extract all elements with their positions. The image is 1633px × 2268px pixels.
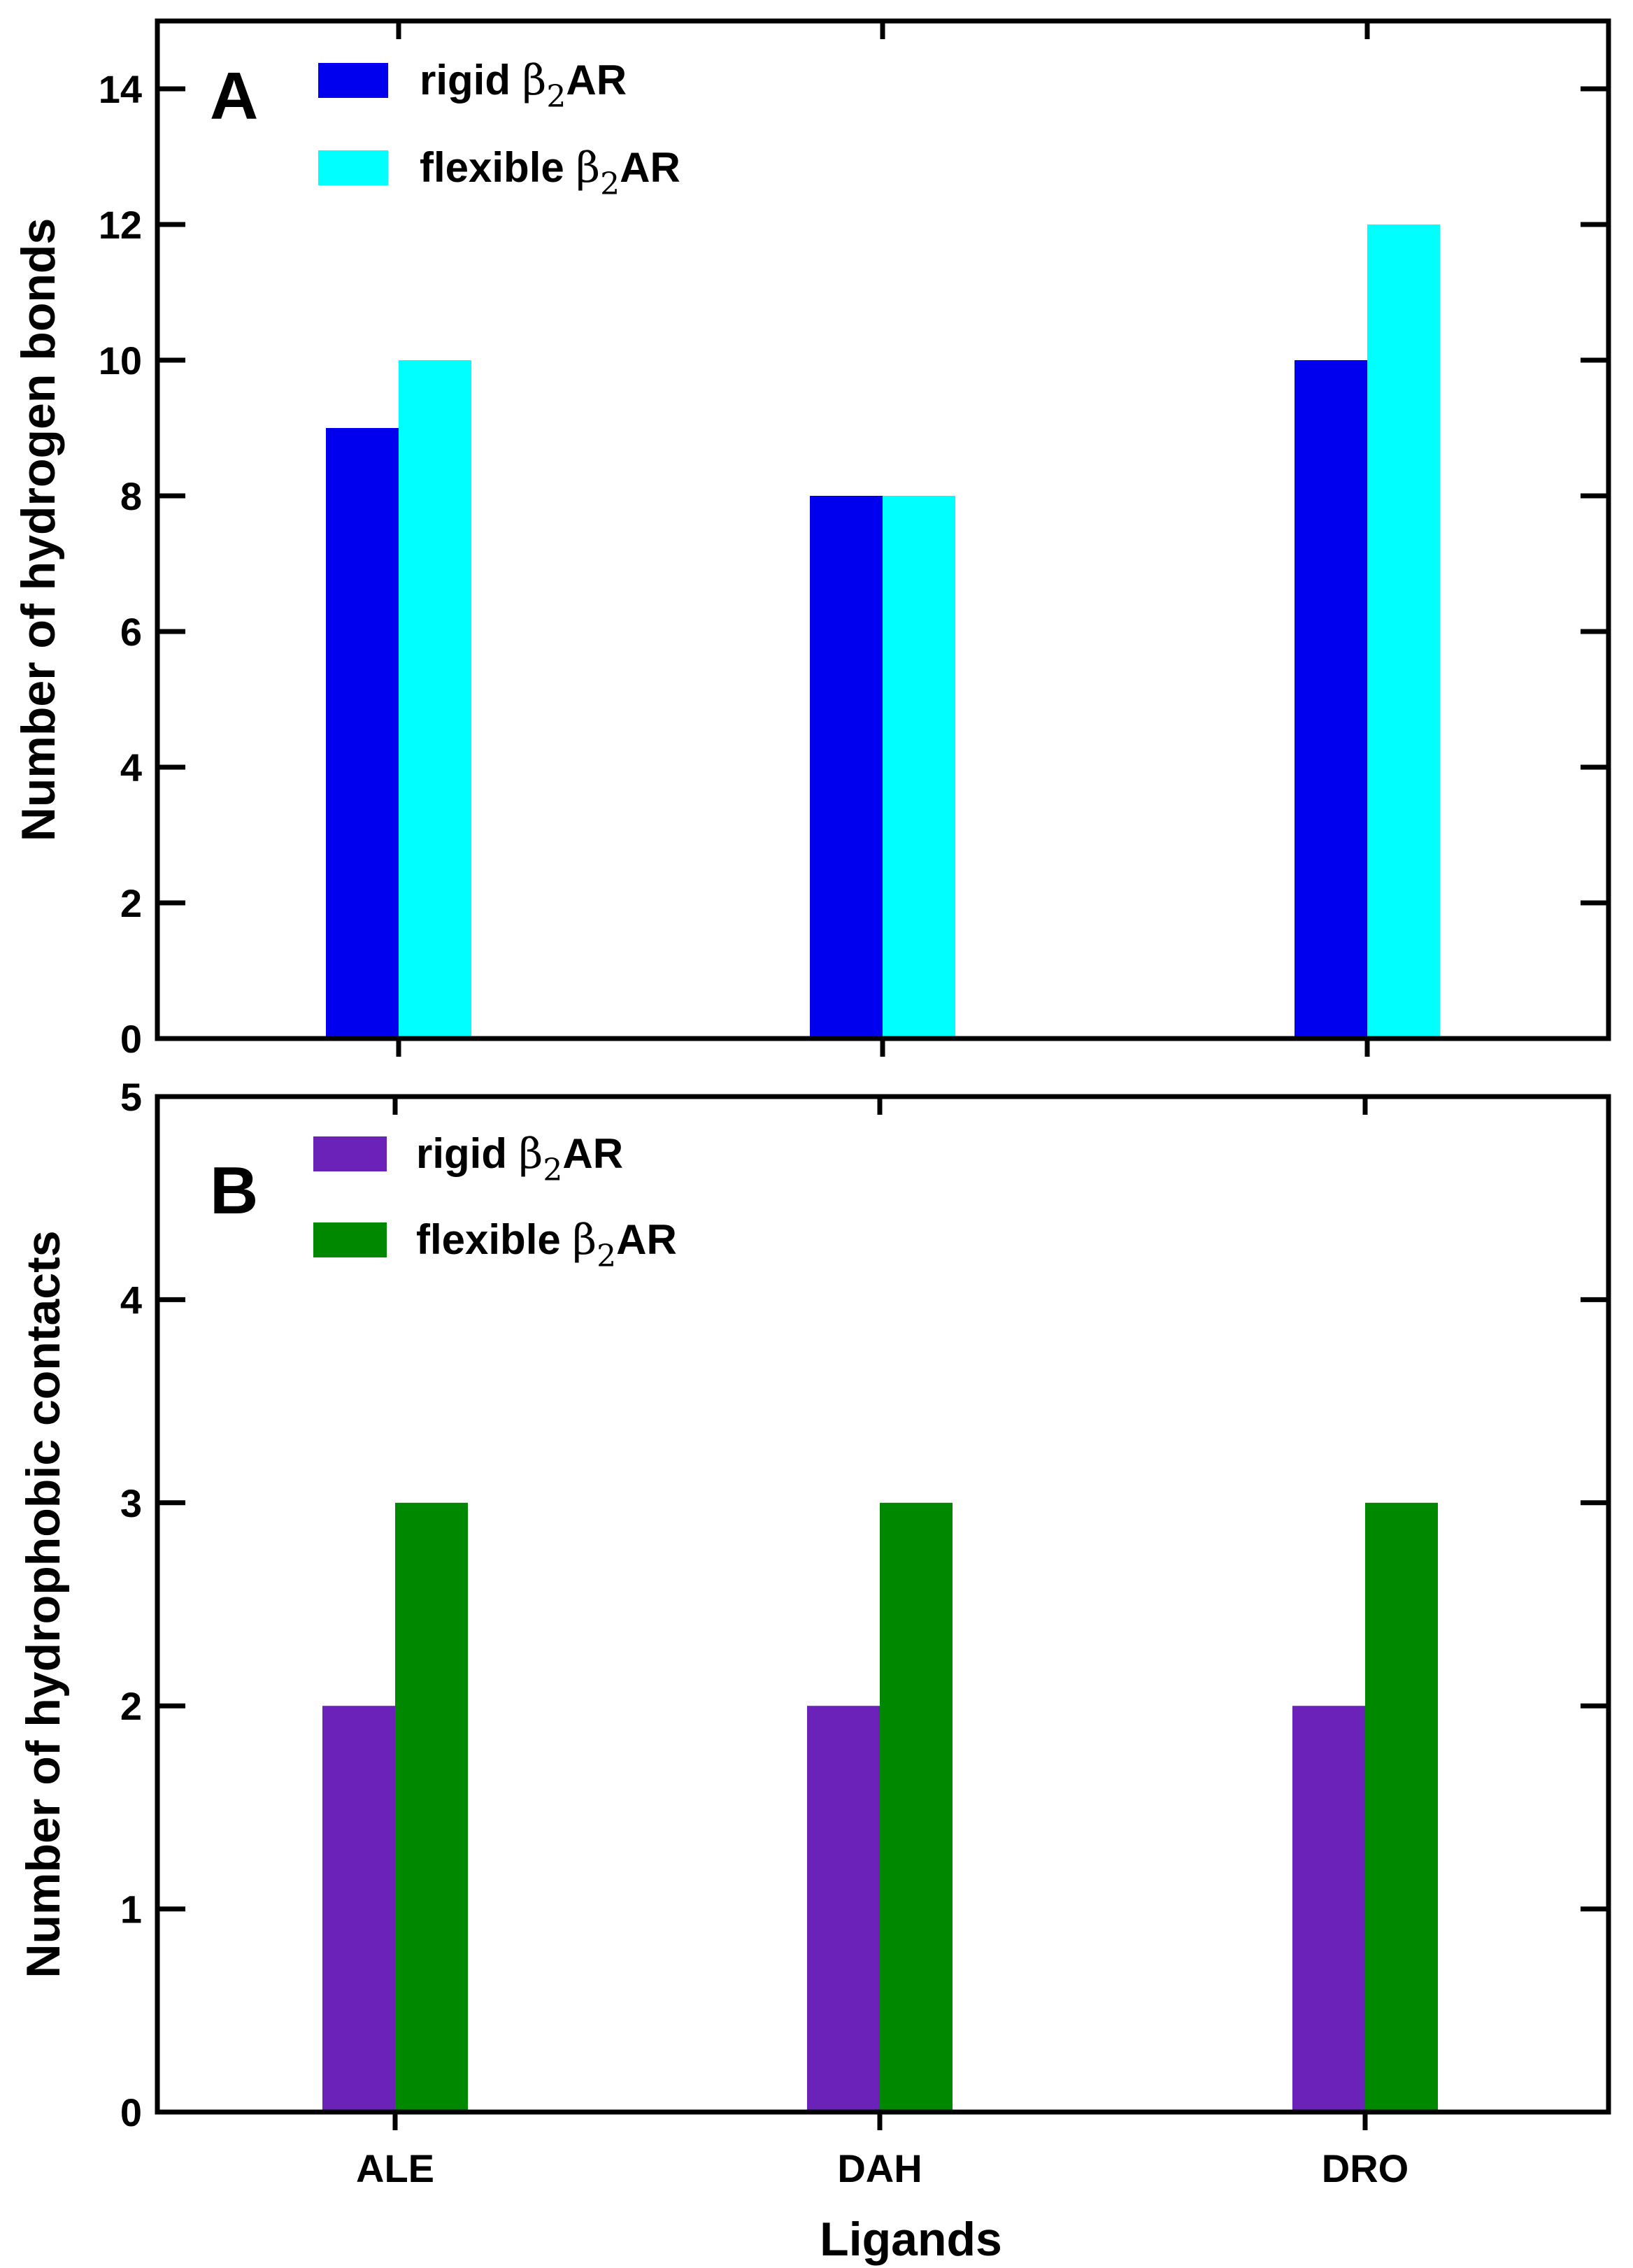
y-axis-title: Number of hydrophobic contacts (17, 1230, 70, 1978)
legend: rigid β2AR flexible β2AR (313, 1129, 677, 1274)
legend-label-flexible: flexible β2AR (420, 143, 680, 202)
bar-rigid-dah (810, 496, 883, 1039)
legend-swatch-flexible (313, 1222, 387, 1257)
x-axis-title: Ligands (820, 2213, 1002, 2266)
plot-frame (155, 1094, 1611, 2115)
panel-b: 0 1 2 3 4 5 ALE DAH DRO Number of hydrophobic con… (17, 1075, 1611, 2266)
y-tick-label: 3 (120, 1481, 142, 1525)
y-tick-label: 14 (99, 67, 142, 111)
x-tick-label-dah: DAH (837, 2146, 922, 2190)
legend-label-rigid: rigid β2AR (420, 56, 627, 115)
x-tick-label-ale: ALE (356, 2146, 434, 2190)
y-axis-title: Number of hydrogen bonds (12, 218, 65, 842)
y-tick-label: 0 (120, 2090, 142, 2134)
bar-flexible-ale (395, 1502, 468, 2112)
bar-flexible-dah (880, 1502, 953, 2112)
y-tick-label: 0 (120, 1017, 142, 1061)
bar-rigid-dro (1295, 360, 1367, 1039)
legend-swatch-rigid (313, 1136, 387, 1171)
y-tick-label: 2 (120, 881, 142, 925)
y-tick-label: 2 (120, 1684, 142, 1728)
y-tick-label: 1 (120, 1888, 142, 1932)
panel-label: B (210, 1153, 258, 1228)
y-tick-label: 5 (120, 1075, 142, 1119)
y-tick-label: 10 (99, 338, 142, 383)
y-tick-label: 6 (120, 610, 142, 654)
bar-rigid-dah (807, 1706, 880, 2112)
bar-rigid-ale (326, 428, 399, 1039)
y-tick-label: 12 (99, 203, 142, 247)
bar-rigid-dro (1292, 1706, 1365, 2112)
bar-rigid-ale (322, 1706, 395, 2112)
bar-flexible-ale (399, 360, 471, 1039)
legend-label-flexible: flexible β2AR (416, 1215, 677, 1274)
bar-flexible-dah (883, 496, 955, 1039)
y-tick-label: 4 (120, 1278, 142, 1322)
legend-swatch-rigid (318, 63, 388, 98)
y-tick-label: 8 (120, 474, 142, 518)
y-tick-label: 4 (120, 746, 142, 790)
legend-swatch-flexible (318, 150, 388, 185)
x-tick-label-dro: DRO (1322, 2146, 1409, 2190)
bar-flexible-dro (1365, 1502, 1438, 2112)
panel-a: 0 2 4 6 8 10 12 14 Number of hydrogen bonds A rigi… (12, 18, 1611, 1061)
legend-label-rigid: rigid β2AR (416, 1129, 623, 1188)
legend: rigid β2AR flexible β2AR (318, 56, 680, 202)
bar-flexible-dro (1367, 224, 1440, 1039)
panel-label: A (210, 59, 258, 134)
